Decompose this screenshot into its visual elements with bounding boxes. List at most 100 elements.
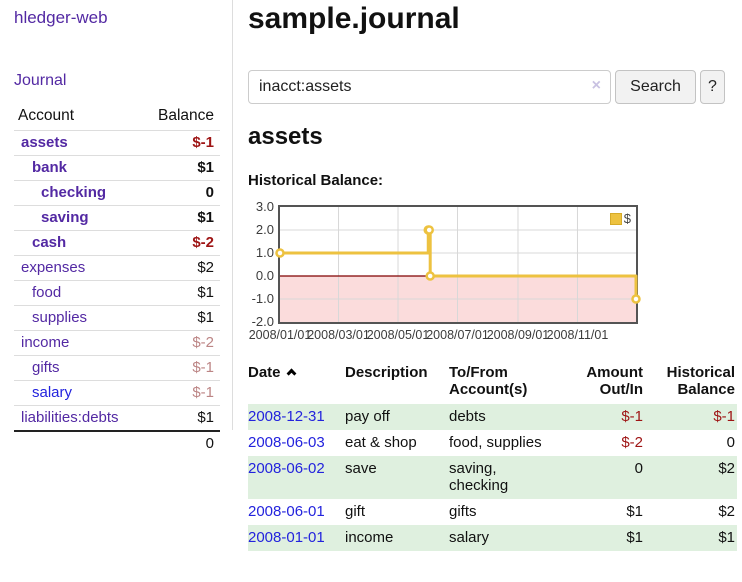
- register-date-cell: 2008-01-01: [248, 525, 345, 551]
- register-accounts: saving, checking: [449, 456, 567, 499]
- account-cell: supplies: [14, 305, 141, 331]
- register-amount: 0: [567, 456, 645, 499]
- chart-y-tick: 2.0: [255, 222, 274, 237]
- help-button[interactable]: ?: [700, 70, 725, 104]
- sidebar-account-link-bank[interactable]: bank: [32, 159, 68, 176]
- sidebar-item-journal[interactable]: Journal: [14, 72, 67, 89]
- register-header-amount: Amount Out/In: [586, 364, 643, 398]
- account-cell: checking: [14, 180, 141, 206]
- register-amount: $1: [567, 525, 645, 551]
- account-balance: $-2: [140, 230, 220, 256]
- sidebar-account-row: saving $1: [14, 205, 220, 231]
- search-row: × Search ?: [248, 70, 737, 104]
- account-cell: income: [14, 330, 141, 356]
- chart-data-point: [425, 271, 435, 281]
- register-balance: $-1: [645, 404, 737, 430]
- sidebar-account-link-income[interactable]: income: [21, 334, 70, 351]
- sidebar-account-link-gifts[interactable]: gifts: [32, 359, 60, 376]
- register-header-accounts: To/From Account(s): [449, 364, 528, 398]
- chart-plot-area[interactable]: $: [275, 205, 641, 324]
- clear-search-icon[interactable]: ×: [591, 77, 601, 94]
- chart-data-point: [631, 294, 641, 304]
- sort-ascending-icon: [286, 368, 296, 379]
- register-table: Date Description To/From Account(s) Amou…: [248, 362, 737, 551]
- account-heading: assets: [248, 123, 323, 150]
- sidebar-account-row: salary $-1: [14, 380, 220, 406]
- chart-title: Historical Balance:: [248, 172, 384, 189]
- register-row: 2008-12-31 pay off debts $-1 $-1: [248, 404, 737, 430]
- sidebar-account-row: liabilities:debts $1: [14, 405, 220, 431]
- chart-x-tick: 2008/03/01: [307, 328, 370, 342]
- register-date-link[interactable]: 2008-06-01: [248, 503, 325, 520]
- account-balance: $-1: [140, 130, 220, 156]
- accounts-header-account: Account: [18, 107, 75, 124]
- register-date-cell: 2008-06-02: [248, 456, 345, 499]
- sidebar-account-row: checking 0: [14, 180, 220, 206]
- register-header-balance: Historical Balance: [666, 364, 735, 398]
- register-balance: $1: [645, 525, 737, 551]
- account-cell: salary: [14, 380, 141, 406]
- search-box: ×: [248, 70, 611, 104]
- register-date-link[interactable]: 2008-06-03: [248, 434, 325, 451]
- chart-y-tick: -1.0: [251, 291, 274, 306]
- account-cell: food: [14, 280, 141, 306]
- account-balance: $-1: [140, 355, 220, 381]
- sidebar-account-link-food[interactable]: food: [32, 284, 62, 301]
- register-header-date[interactable]: Date: [248, 362, 345, 404]
- register-date-cell: 2008-12-31: [248, 404, 345, 430]
- register-amount: $1: [626, 503, 643, 520]
- account-cell: bank: [14, 155, 141, 181]
- account-balance: $-1: [140, 380, 220, 406]
- account-cell: gifts: [14, 355, 141, 381]
- sidebar-account-link-saving[interactable]: saving: [41, 209, 89, 226]
- account-cell: assets: [14, 130, 141, 156]
- balance-chart-svg: [275, 207, 641, 322]
- chart-x-tick: 2008/11/01: [546, 328, 609, 342]
- historical-balance-chart: $ 3.0 2.0 1.0 0.0 -1.0 -2.0 2008/01/01 2008/03…: [248, 198, 737, 346]
- accounts-table-body: assets $-1 bank $1 checking 0 saving $1 cash $-2 e…: [14, 130, 220, 431]
- legend-swatch-dollar-icon: [609, 212, 622, 225]
- app-title-link[interactable]: hledger-web: [14, 8, 108, 27]
- accounts-table-header: Account Balance: [14, 104, 220, 131]
- chart-y-tick: 1.0: [255, 245, 274, 260]
- accounts-total-balance: 0: [140, 430, 220, 456]
- search-button[interactable]: Search: [615, 70, 696, 104]
- legend-label: $: [623, 211, 631, 226]
- sidebar-account-row: bank $1: [14, 155, 220, 181]
- register-date-link[interactable]: 2008-01-01: [248, 529, 325, 546]
- accounts-total-row: 0: [14, 430, 220, 456]
- account-cell: cash: [14, 230, 141, 256]
- register-balance: 0: [726, 434, 735, 451]
- sidebar-account-link-salary[interactable]: salary: [32, 384, 73, 401]
- register-description: eat & shop: [345, 434, 417, 451]
- accounts-header-balance: Balance: [157, 107, 214, 124]
- account-cell: liabilities:debts: [14, 405, 141, 431]
- register-description: pay off: [345, 404, 449, 430]
- sidebar-account-link-supplies[interactable]: supplies: [32, 309, 88, 326]
- account-balance: $1: [140, 305, 220, 331]
- chart-data-point: [424, 225, 434, 235]
- register-amount: $-2: [621, 434, 643, 451]
- accounts-total-spacer: [14, 430, 141, 456]
- sidebar-account-link-cash[interactable]: cash: [32, 234, 67, 251]
- sidebar-account-row: income $-2: [14, 330, 220, 356]
- search-input[interactable]: [259, 71, 579, 103]
- register-balance: $2: [718, 503, 735, 520]
- sidebar-account-row: food $1: [14, 280, 220, 306]
- sidebar-account-row: supplies $1: [14, 305, 220, 331]
- sidebar-account-link-liabilities-debts[interactable]: liabilities:debts: [21, 409, 119, 426]
- register-header-row: Date Description To/From Account(s) Amou…: [248, 362, 737, 404]
- chart-y-tick: 3.0: [255, 199, 274, 214]
- register-date-link[interactable]: 2008-06-02: [248, 460, 325, 477]
- sidebar-account-row: gifts $-1: [14, 355, 220, 381]
- sidebar-account-row: expenses $2: [14, 255, 220, 281]
- account-balance: $1: [140, 205, 220, 231]
- register-row: 2008-06-01 gift gifts $1 $2: [248, 499, 737, 525]
- account-cell: saving: [14, 205, 141, 231]
- sidebar-account-link-checking[interactable]: checking: [41, 184, 107, 201]
- register-description: save: [345, 456, 449, 499]
- sidebar-account-link-expenses[interactable]: expenses: [21, 259, 86, 276]
- register-date-link[interactable]: 2008-12-31: [248, 408, 325, 425]
- sidebar-account-link-assets[interactable]: assets: [21, 134, 68, 151]
- chart-y-tick: -2.0: [251, 314, 274, 329]
